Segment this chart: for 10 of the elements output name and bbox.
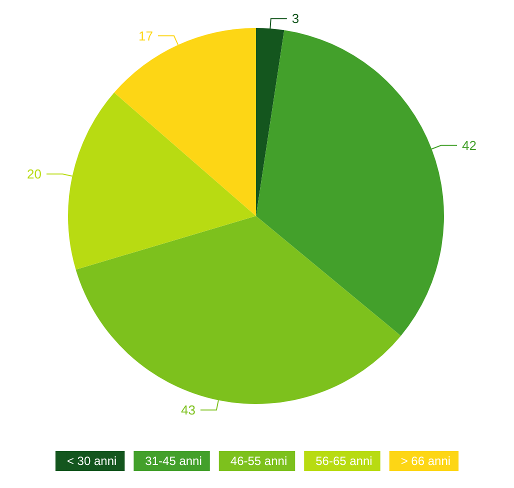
data-label: 3 (292, 11, 300, 26)
legend-label: 46-55 anni (230, 454, 288, 468)
data-label: 43 (180, 402, 196, 418)
legend-label: 31-45 anni (145, 454, 202, 468)
legend-label: 56-65 anni (316, 454, 372, 468)
data-label: 42 (462, 138, 476, 153)
legend-label: < 30 anni (66, 454, 117, 468)
data-label: 20 (27, 166, 42, 182)
data-label: 17 (138, 28, 153, 44)
legend-label: > 66 anni (400, 454, 451, 468)
